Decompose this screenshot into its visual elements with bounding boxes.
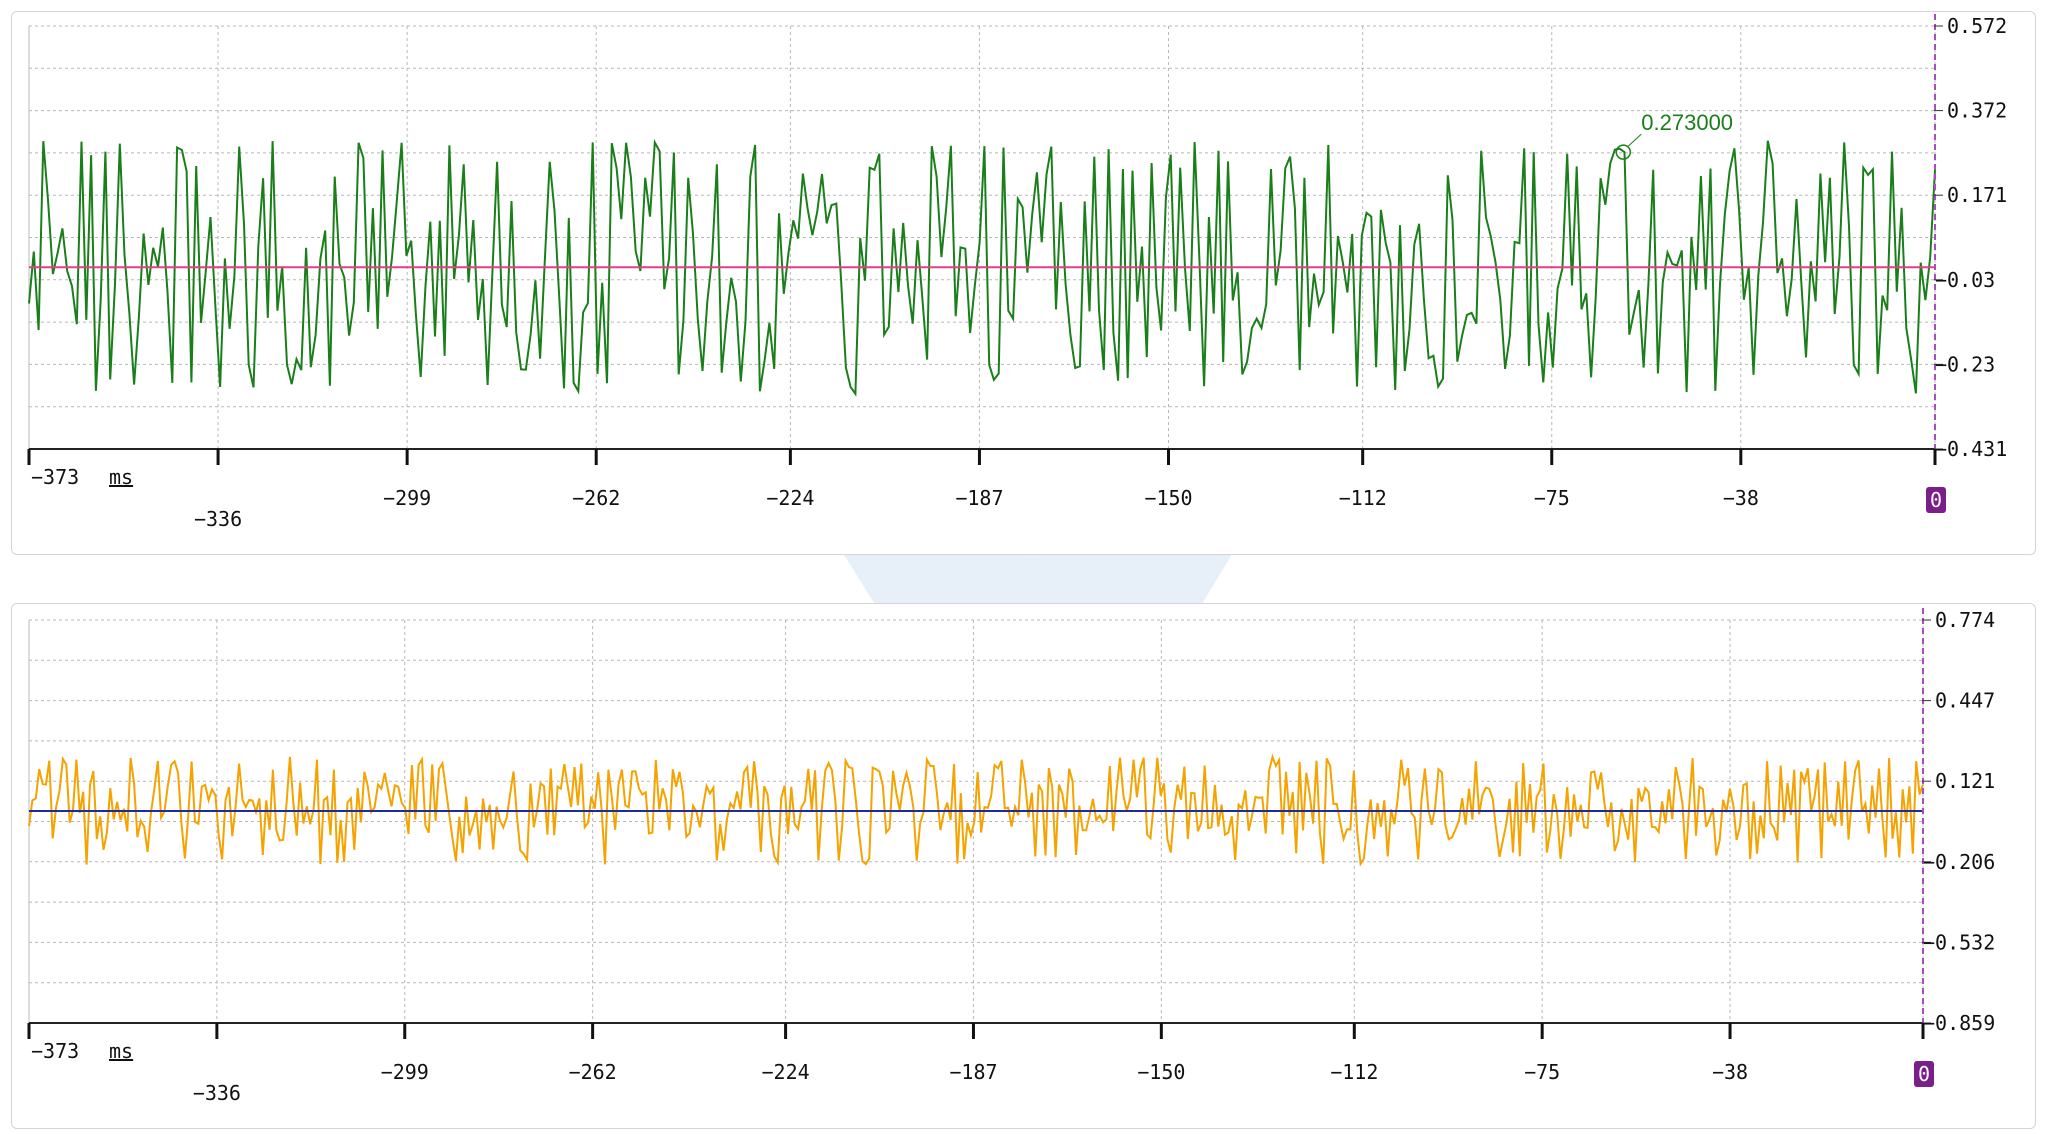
x-tick-label: −150 bbox=[1137, 1060, 1185, 1084]
x-tick-label: −336 bbox=[194, 507, 242, 531]
annotation-label: 0.273000 bbox=[1641, 110, 1733, 135]
cursor-badge: 0 bbox=[1926, 487, 1946, 513]
cursor-badge-label: 0 bbox=[1930, 488, 1942, 512]
x-tick-label: −38 bbox=[1712, 1060, 1748, 1084]
x-tick-label: −299 bbox=[381, 1060, 429, 1084]
x-tick-label: −75 bbox=[1524, 1060, 1560, 1084]
y-tick-label: 0.121 bbox=[1935, 769, 1995, 793]
x-tick-label: −224 bbox=[766, 486, 814, 510]
x-tick-label: −373 bbox=[31, 465, 79, 489]
x-tick-label: −187 bbox=[949, 1060, 997, 1084]
cursor-badge-label: 0 bbox=[1918, 1062, 1930, 1086]
y-tick-label: −0.23 bbox=[1935, 352, 1995, 376]
series-line bbox=[28, 753, 1924, 867]
x-tick-label: −336 bbox=[193, 1081, 241, 1105]
y-tick-label: 0.171 bbox=[1947, 183, 2007, 207]
chart-panel-2[interactable]: 0.774 0.447 0.121 −0.206 −0.532 −0.859 −373 −33… bbox=[11, 603, 2036, 1129]
y-tick-label: 0.774 bbox=[1935, 608, 1995, 632]
x-unit-label: ms bbox=[109, 1039, 133, 1063]
chart-2-svg[interactable]: 0.774 0.447 0.121 −0.206 −0.532 −0.859 −373 −33… bbox=[12, 604, 2037, 1130]
y-tick-label: −0.859 bbox=[1923, 1011, 1995, 1035]
y-tick-label: 0.572 bbox=[1947, 14, 2007, 38]
x-tick-label: −373 bbox=[31, 1039, 79, 1063]
cursor-badge-bg bbox=[1914, 1061, 1934, 1087]
y-tick-label: −0.431 bbox=[1935, 437, 2007, 461]
annotation-marker bbox=[1615, 144, 1632, 160]
y-tick-label: −0.532 bbox=[1923, 930, 1995, 954]
y-tick-label: −0.03 bbox=[1935, 268, 1995, 292]
x-tick-label: −150 bbox=[1144, 486, 1192, 510]
annotation-leader bbox=[1627, 133, 1642, 147]
cursor-badge-bg bbox=[1926, 487, 1946, 513]
x-tick-label: −112 bbox=[1330, 1060, 1378, 1084]
cursor-badge: 0 bbox=[1914, 1061, 1934, 1087]
x-tick-label: −262 bbox=[569, 1060, 617, 1084]
x-tick-label: −38 bbox=[1723, 486, 1759, 510]
x-tick-label: −112 bbox=[1339, 486, 1387, 510]
x-tick-label: −224 bbox=[761, 1060, 809, 1084]
x-tick-label: −299 bbox=[383, 486, 431, 510]
x-tick-label: −75 bbox=[1534, 486, 1570, 510]
x-unit-label: ms bbox=[109, 465, 133, 489]
y-tick-label: 0.372 bbox=[1947, 99, 2007, 123]
y-tick-label: −0.206 bbox=[1923, 850, 1995, 874]
chart-panel-1[interactable]: 0.572 0.372 0.171 −0.03 −0.23 −0.431 −373 −336 −… bbox=[11, 11, 2036, 555]
x-tick-label: −262 bbox=[572, 486, 620, 510]
x-tick-label: −187 bbox=[955, 486, 1003, 510]
y-tick-label: 0.447 bbox=[1935, 689, 1995, 713]
chart-1-svg[interactable]: 0.572 0.372 0.171 −0.03 −0.23 −0.431 −373 −336 −… bbox=[12, 12, 2037, 556]
